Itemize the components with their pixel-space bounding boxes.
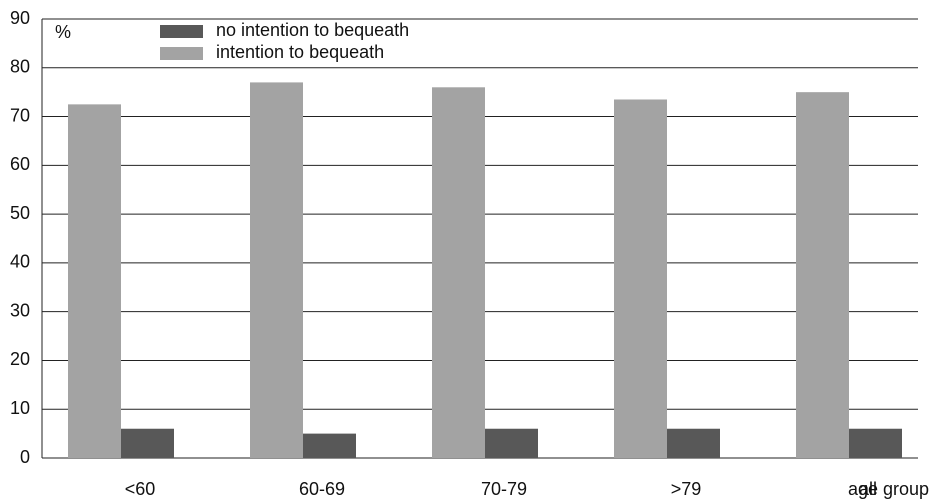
- y-tick-label: 40: [10, 252, 30, 272]
- bar: [68, 104, 121, 458]
- bar: [250, 82, 303, 459]
- y-tick-label: 20: [10, 349, 30, 369]
- x-tick-label: 70-79: [481, 479, 527, 499]
- y-tick-label: 80: [10, 57, 30, 77]
- y-tick-label: 30: [10, 300, 30, 320]
- y-tick-label: 70: [10, 105, 30, 125]
- bar: [849, 428, 902, 458]
- y-axis-label: %: [55, 22, 71, 42]
- bar: [614, 99, 667, 458]
- legend-label: no intention to bequeath: [216, 20, 409, 40]
- bar: [796, 92, 849, 459]
- legend-label: intention to bequeath: [216, 42, 384, 62]
- bar: [667, 428, 720, 458]
- x-tick-label: >79: [671, 479, 702, 499]
- bar: [485, 428, 538, 458]
- x-tick-label: <60: [125, 479, 156, 499]
- y-tick-label: 0: [20, 447, 30, 467]
- y-tick-label: 90: [10, 8, 30, 28]
- y-tick-label: 60: [10, 154, 30, 174]
- legend-swatch: [160, 25, 203, 38]
- bar: [303, 433, 356, 458]
- x-tick-label: all: [859, 479, 877, 499]
- y-tick-label: 10: [10, 398, 30, 418]
- x-tick-label: 60-69: [299, 479, 345, 499]
- x-axis-label: age group: [848, 479, 929, 499]
- legend-swatch: [160, 47, 203, 60]
- bar: [121, 428, 174, 458]
- bar: [432, 87, 485, 459]
- y-tick-label: 50: [10, 203, 30, 223]
